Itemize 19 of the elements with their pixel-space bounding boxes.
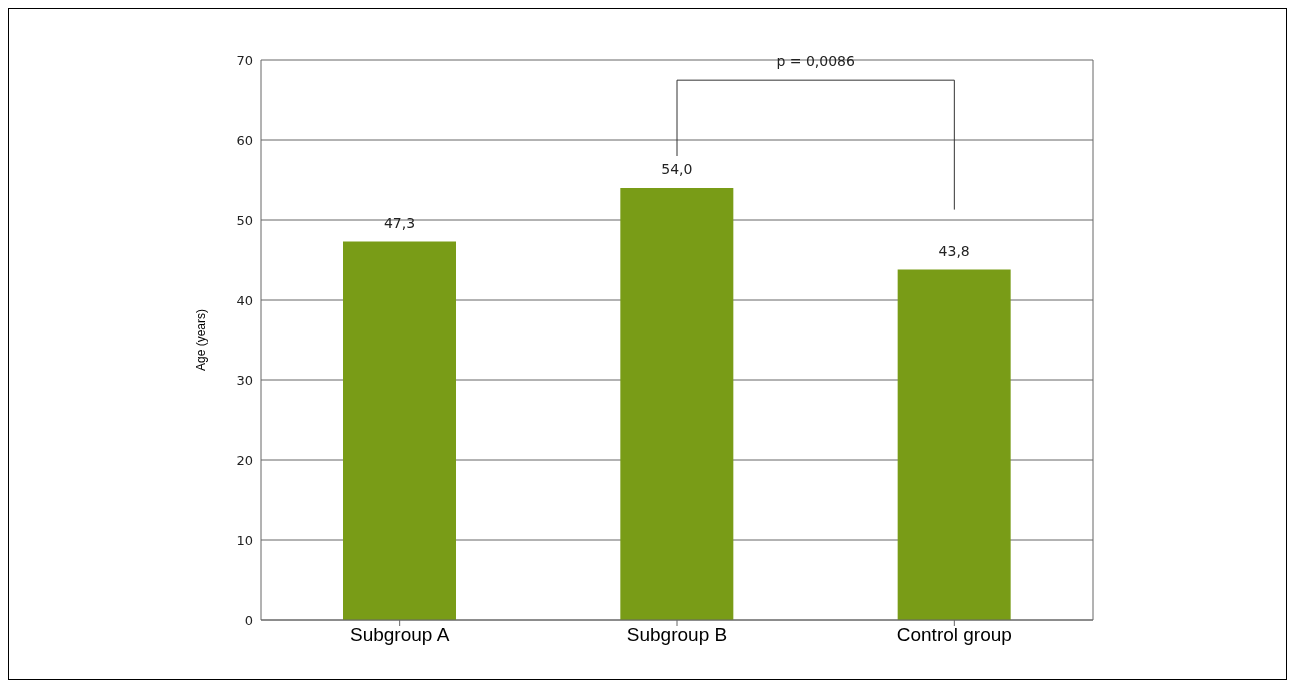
y-tick-label: 0 — [244, 612, 253, 628]
data-label: 54,0 — [661, 161, 693, 177]
y-tick-label: 20 — [236, 452, 253, 468]
x-tick-label: Subgroup B — [626, 624, 728, 646]
y-axis-title: Age (years) — [194, 308, 209, 372]
y-tick-label: 60 — [236, 132, 253, 148]
x-tick-label: Control group — [896, 624, 1012, 646]
bar — [620, 188, 734, 620]
y-tick-label: 10 — [236, 532, 253, 548]
y-tick-label: 30 — [236, 372, 253, 388]
y-tick-label: 70 — [236, 52, 253, 68]
annotation: p = 0,0086 — [776, 53, 856, 70]
y-tick-label: 50 — [236, 212, 253, 228]
bar — [897, 269, 1011, 620]
data-label: 47,3 — [383, 214, 416, 231]
y-tick-label: 40 — [236, 292, 253, 308]
bar — [343, 241, 456, 620]
data-label: 43,8 — [938, 242, 970, 259]
x-tick-label: Subgroup A — [350, 624, 450, 646]
